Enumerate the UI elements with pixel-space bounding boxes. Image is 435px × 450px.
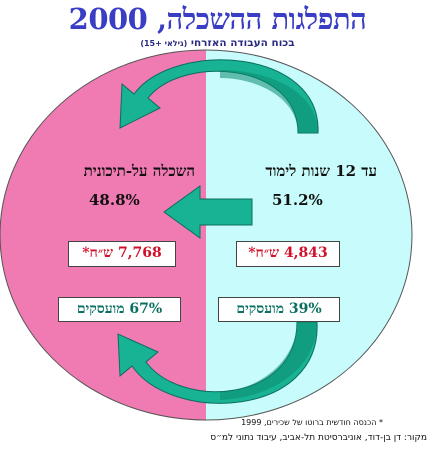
source-note: מקור: דן בן-דוד, אוניברסיטת תל-אביב, עיב… [210, 433, 427, 443]
left-group-share: 48.8% [89, 191, 140, 209]
right-group-income-box: 4,843 ש״ח* [236, 241, 340, 267]
subtitle-main: בכוח העבודה האזרחי [190, 37, 295, 49]
left-group-employed-box: 67% מועסקים [58, 297, 181, 322]
right-half-background [206, 50, 412, 420]
right-group-share: 51.2% [272, 191, 323, 209]
right-group-income: 4,843 ש״ח* [248, 245, 328, 261]
straight-arrow-left-icon [163, 185, 253, 239]
subtitle: בכוח העבודה האזרחי (גילאי +15) [0, 37, 435, 49]
right-group-employed: 39% מועסקים [236, 301, 322, 317]
left-group-income: 7,768 ש״ח* [82, 245, 162, 261]
right-group-label: עד 12 שנות לימוד [265, 162, 377, 180]
left-half-background [0, 50, 206, 420]
curved-arrow-bottom-icon [117, 321, 318, 404]
page-title: התפלגות ההשכלה, 2000 [68, 2, 367, 36]
curved-arrow-top-icon [119, 59, 319, 134]
subtitle-age-note: (גילאי +15) [140, 39, 188, 48]
footnote: * הכנסה חודשית ברוטו של שכירים, 1999 [241, 418, 383, 427]
circle-outline [0, 49, 413, 421]
left-group-income-box: 7,768 ש״ח* [68, 241, 176, 267]
left-group-employed: 67% מועסקים [76, 301, 163, 317]
left-group-label: השכלה על-תיכונית [83, 162, 195, 180]
right-group-employed-box: 39% מועסקים [218, 297, 340, 322]
